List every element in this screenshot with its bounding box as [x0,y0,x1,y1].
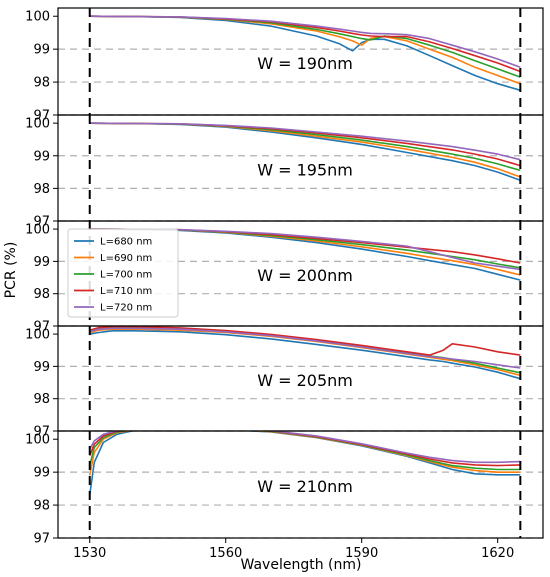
panel-label: W = 210nm [257,477,353,496]
y-tick-label: 97 [33,215,50,230]
y-tick-label: 99 [33,466,50,481]
x-axis-title: Wavelength (nm) [241,557,362,573]
panel-frame [57,430,544,539]
series-line [89,228,521,271]
series-line [88,431,521,467]
panel-label: W = 205nm [257,371,353,390]
x-axis: 1530 1560 1590 1620 [73,538,514,561]
series-line [89,122,521,167]
legend-entry: L=680 nm [100,237,152,248]
series-group [89,15,521,92]
y-tick-label: 100 [25,433,50,448]
series-group [89,326,521,380]
series-line [89,327,521,369]
series-group [89,122,521,181]
panel-label: W = 190nm [257,54,353,73]
y-tick-label: 99 [33,149,50,164]
series-line [89,326,521,356]
y-tick-label: 97 [33,109,50,124]
y-tick-label: 100 [25,117,50,132]
y-tick-label: 100 [25,328,50,343]
y-axis-title: PCR (%) [3,242,19,299]
y-tick-label: 99 [33,43,50,58]
x-tick-label: 1530 [73,546,106,561]
panel-1: 97 98 99 100 W = 190nm [25,7,544,124]
series-group [89,228,521,281]
y-tick-label: 98 [33,287,50,302]
series-line [89,15,521,69]
y-tick-label: 99 [33,255,50,270]
x-tick-label: 1560 [209,546,242,561]
y-tick-label: 97 [33,425,50,440]
series-line [89,328,521,377]
panel-4: 97 98 99 100 W = 205nm [25,325,544,440]
y-tick-label: 98 [33,76,50,91]
series-line [89,431,521,464]
series-line [89,329,521,380]
legend-box [67,228,179,318]
series-line [89,122,521,161]
legend-entry: L=700 nm [100,270,152,281]
x-tick-label: 1590 [345,546,378,561]
y-tick-label: 97 [33,532,50,547]
panels-group: 97 98 99 100 W = 190nm 97 98 99 100 W = 195nm 97 98… [25,7,544,547]
x-tick-label: 1620 [481,546,514,561]
y-tick-label: 97 [33,320,50,335]
y-tick-label: 100 [25,223,50,238]
y-tick-label: 99 [33,360,50,375]
legend-entry: L=720 nm [100,303,152,314]
legend: L=680 nm L=690 nm L=700 nm L=710 nm L=720 nm [67,228,179,318]
panel-label: W = 195nm [257,160,353,179]
panel-5: 97 98 99 100 W = 210nm [25,430,544,547]
panel-label: W = 200nm [257,266,353,285]
legend-entry: L=690 nm [100,253,152,264]
panel-2: 97 98 99 100 W = 195nm [25,114,544,230]
y-tick-label: 98 [33,182,50,197]
y-tick-label: 98 [33,392,50,407]
legend-entry: L=710 nm [100,286,152,297]
y-tick-label: 98 [33,499,50,514]
y-tick-label: 100 [25,10,50,25]
